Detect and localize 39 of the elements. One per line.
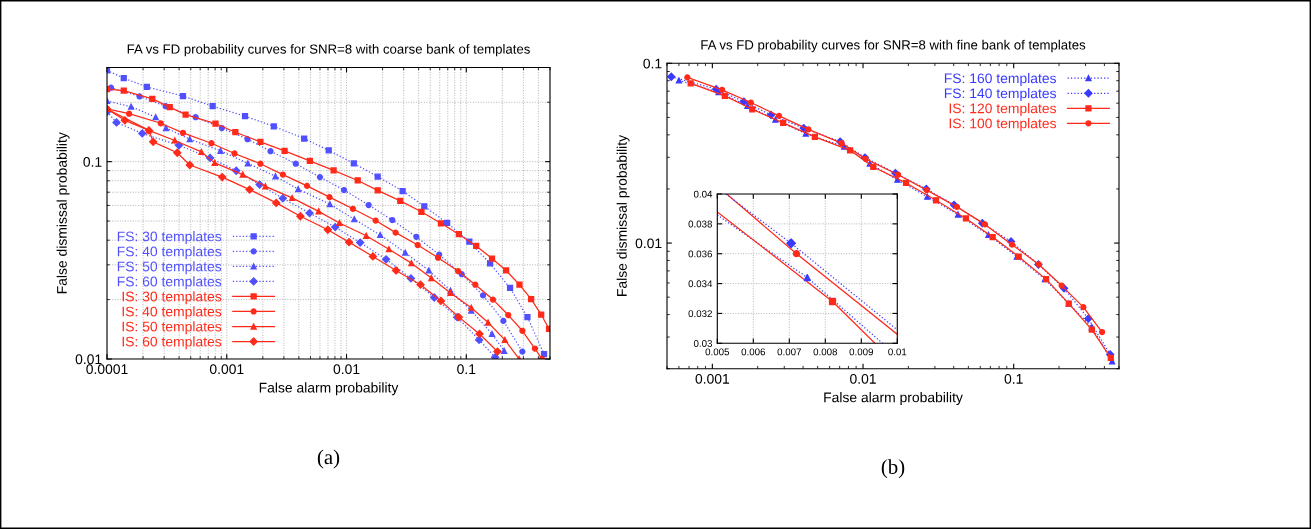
y-tick-label: 0.036	[688, 250, 713, 258]
y-axis-title: False dismissal probability	[616, 134, 630, 296]
chart-title: FA vs FD probability curves for SNR=8 with fine bank of templates	[701, 39, 1086, 53]
y-tick-label: 0.032	[688, 310, 712, 318]
legend-label: FS: 40 templates	[117, 246, 222, 260]
x-tick-label: 0.0001	[86, 364, 128, 375]
legend-label: IS: 60 templates	[122, 336, 222, 350]
y-axis-title: False dismissal probability	[56, 132, 70, 294]
legend-label: IS: 120 templates	[949, 103, 1057, 117]
legend-label: IS: 50 templates	[122, 321, 222, 335]
y-tick-label: 0.038	[688, 220, 713, 228]
y-tick-label: 0.04	[693, 190, 713, 198]
x-tick-label: 0.1	[457, 364, 476, 375]
text: (a)	[317, 449, 340, 469]
legend-label: FS: 140 templates	[944, 88, 1057, 101]
x-tick-label: 0.01	[888, 348, 907, 356]
x-axis-title: False alarm probability	[824, 392, 963, 406]
x-tick-label: 0.01	[850, 373, 876, 384]
x-tick-label: 0.006	[741, 348, 766, 356]
x-tick-label: 0.01	[333, 364, 360, 375]
legend-label: FS: 160 templates	[944, 73, 1057, 86]
chart-title: FA vs FD probability curves for SNR=8 with coarse bank of templates	[127, 44, 530, 57]
legend-label: FS: 60 templates	[117, 276, 222, 290]
x-tick-label: 0.001	[209, 364, 244, 375]
text: (b)	[881, 459, 905, 479]
legend-label: FS: 50 templates	[117, 261, 222, 275]
x-tick-label: 0.001	[695, 373, 730, 384]
legend-label: IS: 40 templates	[122, 306, 222, 320]
x-tick-label: 0.008	[813, 348, 838, 356]
x-tick-label: 0.1	[1004, 373, 1023, 384]
y-tick-label: 0.034	[688, 280, 713, 288]
legend-label: FS: 30 templates	[117, 231, 222, 245]
x-tick-label: 0.007	[777, 348, 801, 356]
legend-label: IS: 30 templates	[122, 291, 222, 305]
x-tick-label: 0.009	[849, 348, 874, 356]
x-tick-label: 0.005	[705, 348, 730, 356]
x-axis-title: False alarm probability	[259, 382, 399, 396]
y-tick-label: 0.03	[693, 340, 713, 347]
legend-label: IS: 100 templates	[949, 118, 1057, 132]
